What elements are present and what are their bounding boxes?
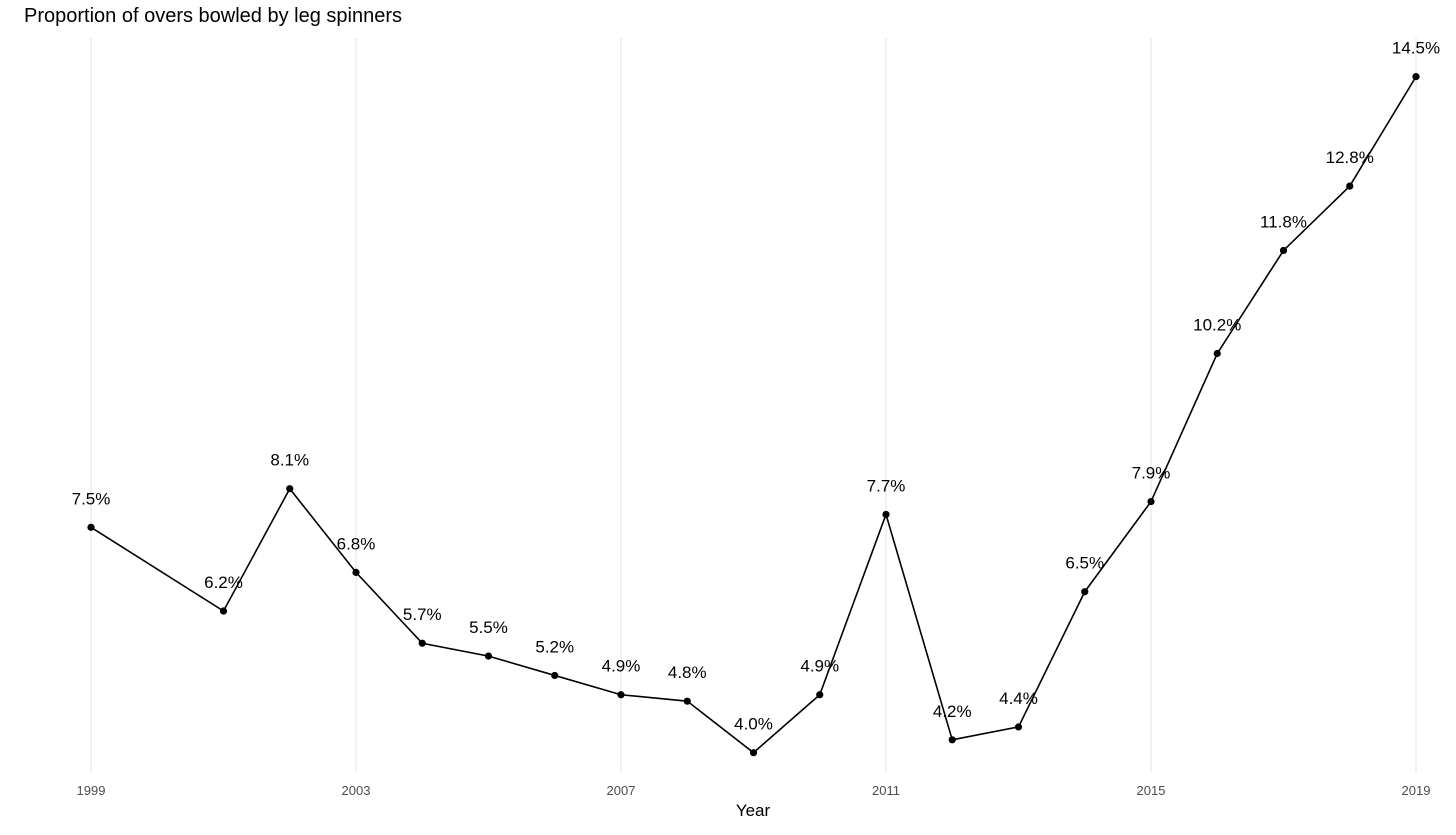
x-tick-label-2003: 2003 bbox=[342, 783, 371, 798]
data-point-2008 bbox=[683, 697, 691, 705]
gridlines bbox=[90, 38, 1417, 772]
data-point-2001 bbox=[219, 607, 228, 615]
data-point-2013 bbox=[1014, 723, 1023, 731]
data-point-2012 bbox=[948, 736, 956, 744]
data-point-2010 bbox=[816, 691, 824, 699]
data-point-2011 bbox=[882, 510, 890, 519]
x-tick-label-2015: 2015 bbox=[1137, 783, 1166, 798]
data-label-2015: 7.9% bbox=[1132, 464, 1171, 483]
data-point-1999 bbox=[87, 523, 95, 531]
data-label-2002: 8.1% bbox=[270, 451, 309, 470]
chart-title: Proportion of overs bowled by leg spinne… bbox=[24, 5, 402, 27]
data-label-2001: 6.2% bbox=[204, 573, 243, 592]
data-point-2009 bbox=[749, 749, 758, 757]
series-line-group bbox=[90, 76, 1417, 754]
data-label-2005: 5.5% bbox=[469, 618, 508, 637]
data-point-2016 bbox=[1213, 349, 1221, 358]
data-label-2008: 4.8% bbox=[668, 663, 707, 682]
data-points bbox=[87, 73, 1420, 757]
series-line-0 bbox=[90, 76, 1417, 754]
data-point-2019 bbox=[1412, 73, 1420, 81]
x-tick-label-2007: 2007 bbox=[607, 783, 636, 798]
data-point-2006 bbox=[551, 671, 559, 680]
data-point-2003 bbox=[352, 568, 360, 577]
data-label-2011: 7.7% bbox=[867, 476, 906, 495]
data-label-2007: 4.9% bbox=[602, 657, 641, 676]
data-point-2002 bbox=[286, 485, 294, 493]
x-tick-label-1999: 1999 bbox=[77, 783, 106, 798]
data-point-2005 bbox=[484, 652, 493, 660]
data-label-1999: 7.5% bbox=[72, 489, 111, 508]
x-axis-title: Year bbox=[736, 801, 771, 820]
data-label-2009: 4.0% bbox=[734, 715, 773, 734]
data-point-2004 bbox=[418, 639, 426, 647]
data-label-2019: 14.5% bbox=[1392, 39, 1440, 58]
data-label-2004: 5.7% bbox=[403, 605, 442, 624]
data-point-2007 bbox=[617, 691, 625, 699]
data-label-2018: 12.8% bbox=[1326, 148, 1374, 167]
data-labels: 7.5% 6.2% 8.1% 6.8% 5.7% 5.5% 5.2% 4.9% 4.8% 4.0%… bbox=[72, 39, 1440, 734]
data-point-2017 bbox=[1279, 246, 1288, 255]
data-label-2010: 4.9% bbox=[800, 657, 839, 676]
data-label-2014: 6.5% bbox=[1065, 554, 1104, 573]
data-label-2012: 4.2% bbox=[933, 702, 972, 721]
x-axis-ticks: 1999 2003 2007 2011 2015 2019 bbox=[77, 783, 1431, 798]
data-label-2016: 10.2% bbox=[1193, 315, 1241, 334]
data-point-2015 bbox=[1147, 497, 1155, 506]
data-label-2006: 5.2% bbox=[535, 637, 574, 656]
x-tick-label-2019: 2019 bbox=[1402, 783, 1431, 798]
data-label-2017: 11.8% bbox=[1260, 212, 1307, 231]
data-label-2003: 6.8% bbox=[337, 534, 376, 553]
data-point-2014 bbox=[1081, 588, 1089, 596]
x-tick-label-2011: 2011 bbox=[872, 783, 900, 798]
data-label-2013: 4.4% bbox=[999, 689, 1038, 708]
data-point-2018 bbox=[1346, 182, 1354, 190]
